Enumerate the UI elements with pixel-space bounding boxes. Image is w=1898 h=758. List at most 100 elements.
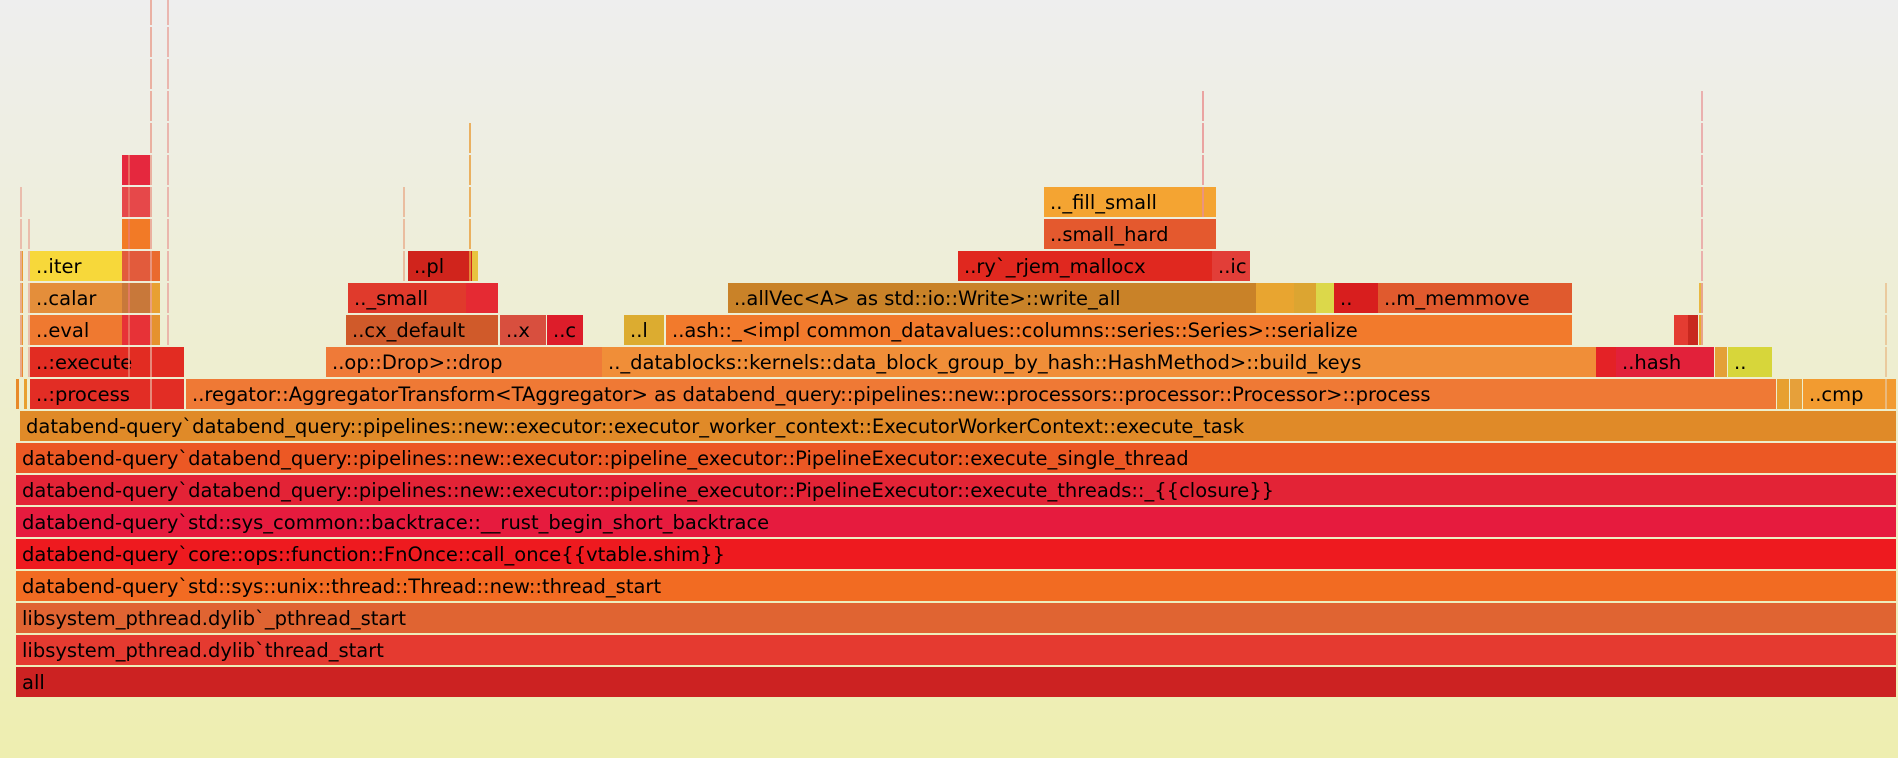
flame-frame-rect bbox=[24, 379, 27, 409]
flame-frame-sliver bbox=[150, 27, 152, 57]
flame-frame-rect bbox=[1596, 347, 1616, 377]
flame-frame-rect bbox=[16, 603, 1896, 633]
flame-frame-rect bbox=[1688, 315, 1698, 345]
flame-frame[interactable] bbox=[122, 155, 150, 185]
flame-frame[interactable]: ..:process bbox=[30, 379, 184, 409]
flame-frame-rect bbox=[547, 315, 583, 345]
flame-frame[interactable]: ..iter bbox=[30, 251, 122, 281]
flame-frame[interactable] bbox=[122, 315, 150, 345]
flame-frame[interactable] bbox=[1777, 379, 1789, 409]
flame-frame[interactable] bbox=[466, 283, 498, 313]
flame-frame[interactable] bbox=[16, 379, 19, 409]
flame-frame[interactable]: ..pl bbox=[408, 251, 472, 281]
flame-frame[interactable] bbox=[1790, 379, 1802, 409]
flame-frame[interactable] bbox=[1688, 315, 1698, 345]
flame-frame-rect bbox=[1044, 219, 1216, 249]
flame-frame-sliver bbox=[128, 283, 130, 313]
flame-frame[interactable]: databend-query`std::sys_common::backtrac… bbox=[16, 507, 1896, 537]
flame-frame[interactable]: ..ry`_rjem_mallocx bbox=[958, 251, 1212, 281]
flame-frame-sliver bbox=[150, 123, 152, 153]
flame-frame-rect bbox=[122, 283, 150, 313]
flame-frame[interactable]: ..regator::AggregatorTransform<TAggregat… bbox=[186, 379, 1776, 409]
flame-frame-rect bbox=[122, 155, 150, 185]
flame-frame-sliver bbox=[167, 187, 169, 217]
flame-frame[interactable] bbox=[1715, 347, 1727, 377]
flame-frame[interactable] bbox=[150, 251, 160, 281]
flame-frame[interactable]: ..c bbox=[547, 315, 583, 345]
flame-frame[interactable]: ..small_hard bbox=[1044, 219, 1216, 249]
flame-frame[interactable]: ..cx_default bbox=[346, 315, 498, 345]
flame-frame-sliver bbox=[469, 155, 471, 185]
flame-frame[interactable]: all bbox=[16, 667, 1896, 697]
flame-frame-sliver bbox=[1885, 347, 1887, 377]
flame-frame[interactable]: .._fill_small bbox=[1044, 187, 1216, 217]
flame-frame[interactable]: databend-query`databend_query::pipelines… bbox=[20, 411, 1896, 441]
flame-frame-sliver bbox=[1885, 283, 1887, 313]
flame-frame-rect bbox=[1790, 379, 1802, 409]
flame-frame[interactable]: ..:execute bbox=[30, 347, 184, 377]
flame-frame-sliver bbox=[1885, 315, 1887, 345]
flame-frame[interactable]: databend-query`databend_query::pipelines… bbox=[16, 443, 1896, 473]
flame-frame[interactable] bbox=[122, 251, 150, 281]
flame-frame[interactable]: databend-query`std::sys::unix::thread::T… bbox=[16, 571, 1896, 601]
flame-frame-sliver bbox=[128, 219, 130, 249]
flame-frame-rect bbox=[1256, 283, 1294, 313]
flame-frame-sliver bbox=[167, 283, 169, 313]
flame-frame[interactable]: ..calar bbox=[30, 283, 122, 313]
flame-frame-sliver bbox=[469, 123, 471, 153]
flame-frame[interactable] bbox=[150, 315, 160, 345]
flame-frame[interactable]: .. bbox=[1728, 347, 1772, 377]
flame-frame[interactable] bbox=[1674, 315, 1688, 345]
flame-frame[interactable]: ..cmp bbox=[1803, 379, 1896, 409]
flame-frame-rect bbox=[150, 315, 160, 345]
flame-frame[interactable] bbox=[1256, 283, 1294, 313]
flame-frame[interactable]: ..x bbox=[500, 315, 546, 345]
flame-frame-rect bbox=[122, 251, 150, 281]
flame-frame[interactable]: ..allVec<A> as std::io::Write>::write_al… bbox=[728, 283, 1256, 313]
flame-frame[interactable]: databend-query`core::ops::function::FnOn… bbox=[16, 539, 1896, 569]
flame-frame-rect bbox=[30, 283, 122, 313]
flame-frame[interactable] bbox=[24, 379, 27, 409]
flame-frame[interactable]: .._small bbox=[348, 283, 466, 313]
flame-frame-sliver bbox=[167, 123, 169, 153]
flame-frame[interactable]: ..op::Drop>::drop bbox=[326, 347, 602, 377]
flame-frame-sliver bbox=[1701, 91, 1703, 121]
flame-frame-rect bbox=[16, 507, 1896, 537]
flame-frame-sliver bbox=[167, 27, 169, 57]
flame-frame-rect bbox=[16, 635, 1896, 665]
flame-frame[interactable]: ..m_memmove bbox=[1378, 283, 1572, 313]
flame-frame-rect bbox=[16, 539, 1896, 569]
flame-frame-sliver bbox=[1202, 91, 1204, 121]
flame-frame-rect bbox=[122, 219, 150, 249]
flame-frame[interactable]: ..hash bbox=[1616, 347, 1714, 377]
flame-frame[interactable]: ..ic bbox=[1212, 251, 1250, 281]
flame-frame-sliver bbox=[28, 219, 30, 249]
flame-frame[interactable]: libsystem_pthread.dylib`thread_start bbox=[16, 635, 1896, 665]
flame-frame[interactable] bbox=[122, 219, 150, 249]
flame-frame[interactable] bbox=[472, 251, 478, 281]
flame-frame[interactable]: .._datablocks::kernels::data_block_group… bbox=[602, 347, 1596, 377]
flame-frame-sliver bbox=[128, 187, 130, 217]
flame-frame-rect bbox=[1616, 347, 1714, 377]
flame-frame[interactable] bbox=[122, 283, 150, 313]
flame-frame[interactable]: ..l bbox=[624, 315, 664, 345]
flame-frame[interactable]: libsystem_pthread.dylib`_pthread_start bbox=[16, 603, 1896, 633]
flame-frame-sliver bbox=[128, 315, 130, 345]
flame-frame[interactable] bbox=[122, 187, 150, 217]
flame-frame-rect bbox=[1803, 379, 1896, 409]
flame-frame[interactable] bbox=[1596, 347, 1616, 377]
flame-frame-sliver bbox=[150, 187, 152, 217]
flame-frame[interactable]: .. bbox=[1334, 283, 1378, 313]
flame-frame[interactable] bbox=[1316, 283, 1334, 313]
flame-frame-sliver bbox=[150, 251, 152, 281]
flame-frame[interactable]: ..ash::_<impl common_datavalues::columns… bbox=[666, 315, 1572, 345]
flame-frame-rect bbox=[186, 379, 1776, 409]
flame-frame[interactable] bbox=[1294, 283, 1316, 313]
flame-frame-sliver bbox=[20, 219, 22, 249]
flame-frame-rect bbox=[348, 283, 466, 313]
flame-frame[interactable]: databend-query`databend_query::pipelines… bbox=[16, 475, 1896, 505]
flame-frame-sliver bbox=[167, 219, 169, 249]
flame-frame[interactable] bbox=[150, 283, 160, 313]
flame-frame[interactable]: ..eval bbox=[30, 315, 122, 345]
